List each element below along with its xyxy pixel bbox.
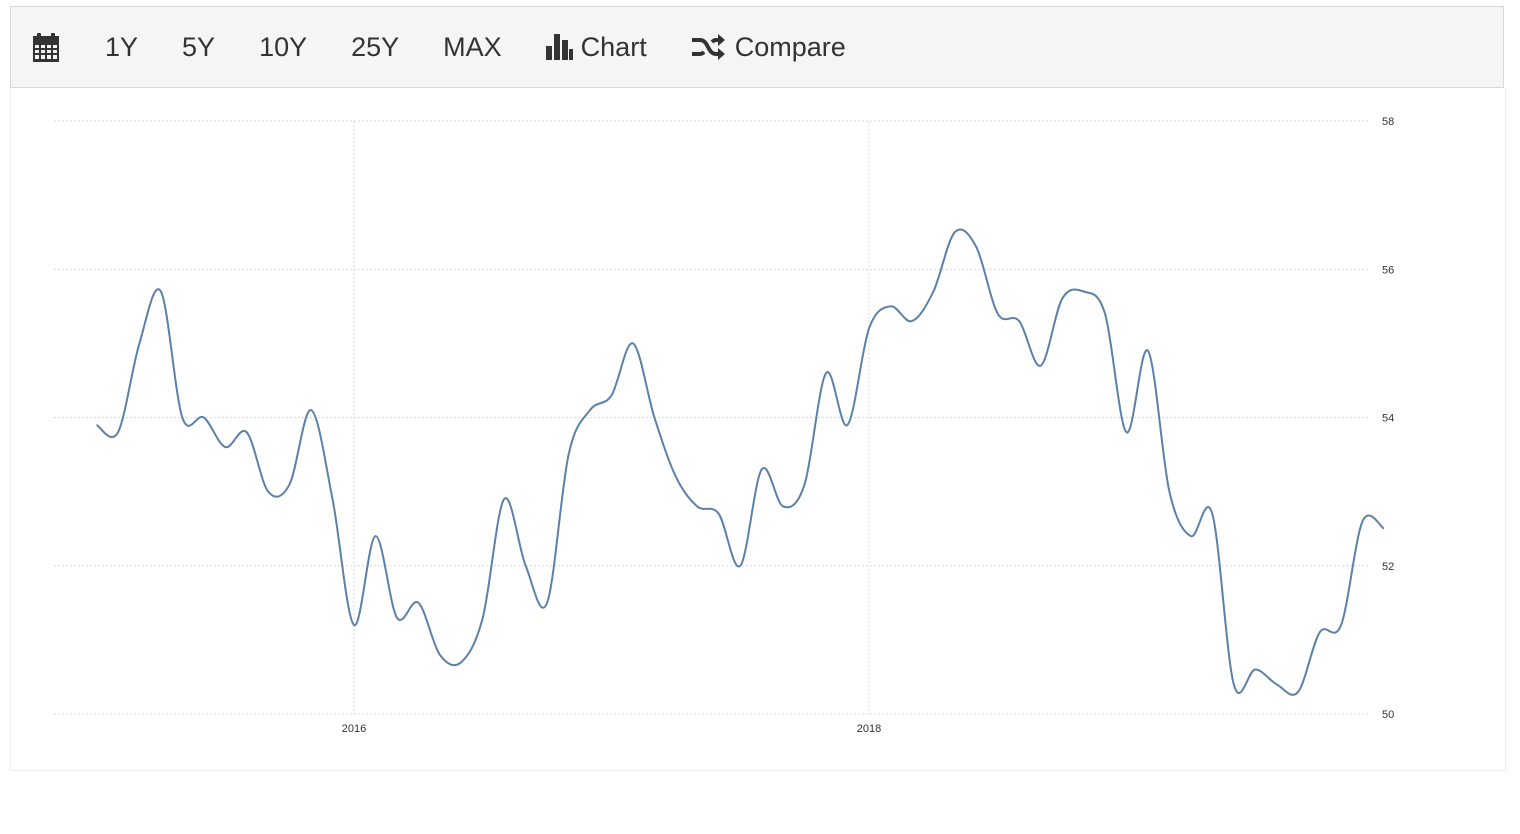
y-tick-label: 56 <box>1382 264 1394 276</box>
calendar-icon[interactable] <box>33 7 59 87</box>
x-tick-label: 2018 <box>857 723 881 735</box>
series-line[interactable] <box>95 228 1385 696</box>
range-1y-button[interactable]: 1Y <box>105 31 139 62</box>
chart-type-button[interactable]: Chart <box>545 7 647 87</box>
shuffle-icon <box>691 34 725 60</box>
chart-area: 58 56 54 52 50 2016 2018 <box>10 88 1506 771</box>
y-tick-label: 58 <box>1382 116 1394 128</box>
y-tick-label: 54 <box>1382 413 1394 425</box>
range-5y-button[interactable]: 5Y <box>182 31 216 62</box>
range-max-button[interactable]: MAX <box>443 31 502 62</box>
line-chart[interactable]: 58 56 54 52 50 2016 2018 <box>11 88 1505 771</box>
compare-label: Compare <box>734 31 846 62</box>
chart-type-label: Chart <box>580 31 647 62</box>
x-tick-label: 2016 <box>342 723 366 735</box>
bar-chart-icon <box>545 34 573 60</box>
y-tick-label: 50 <box>1382 709 1394 721</box>
y-tick-label: 52 <box>1382 561 1394 573</box>
range-10y-button[interactable]: 10Y <box>259 31 308 62</box>
range-25y-button[interactable]: 25Y <box>351 31 400 62</box>
chart-toolbar: 1Y 5Y 10Y 25Y MAX Chart Compare <box>10 6 1504 88</box>
compare-button[interactable]: Compare <box>691 7 846 87</box>
